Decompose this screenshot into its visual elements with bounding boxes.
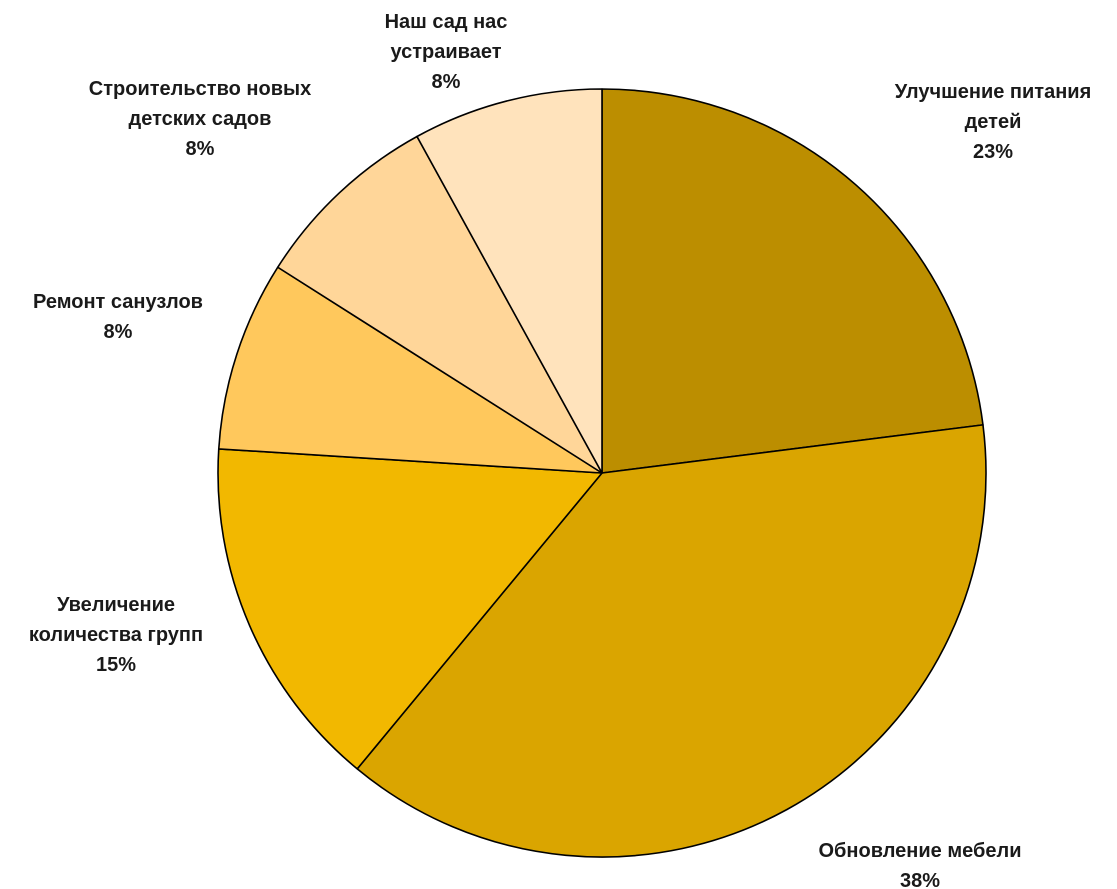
slice-label: Увеличение количества групп 15%	[29, 594, 203, 676]
pie-labels: Улучшение питания детей 23% Обновление мебе…	[29, 11, 1091, 889]
slice-value-label: 8%	[186, 138, 215, 160]
pie-slice	[276, 135, 603, 474]
slice-value-label: 8%	[104, 321, 133, 343]
slice-name-label: Обновление мебели	[819, 840, 1022, 862]
slice-name-label: детских садов	[129, 108, 272, 130]
slice-value-label: 38%	[900, 870, 940, 889]
slice-label: Улучшение питания детей 23%	[895, 81, 1092, 163]
pie-slice	[356, 424, 987, 858]
pie-slice	[217, 448, 603, 770]
slice-label: Ремонт санузлов 8%	[33, 291, 203, 343]
slice-name-label: устраивает	[391, 41, 502, 63]
slice-name-label: Улучшение питания	[895, 81, 1092, 103]
pie-slice	[217, 266, 603, 474]
slice-value-label: 8%	[432, 71, 461, 93]
pie-slice	[601, 88, 984, 474]
pie-slice	[416, 88, 603, 474]
slice-name-label: детей	[965, 111, 1022, 133]
slice-name-label: Строительство новых	[89, 78, 311, 100]
slice-name-label: Наш сад нас	[385, 11, 508, 33]
slice-name-label: Увеличение	[57, 594, 175, 616]
slice-value-label: 15%	[96, 654, 136, 676]
slice-label: Наш сад нас устраивает 8%	[385, 11, 508, 93]
slice-name-label: Ремонт санузлов	[33, 291, 203, 313]
slice-value-label: 23%	[973, 141, 1013, 163]
pie-slices	[217, 88, 987, 858]
slice-label: Обновление мебели 38%	[819, 840, 1022, 889]
slice-label: Строительство новых детских садов 8%	[89, 78, 311, 160]
slice-name-label: количества групп	[29, 624, 203, 646]
